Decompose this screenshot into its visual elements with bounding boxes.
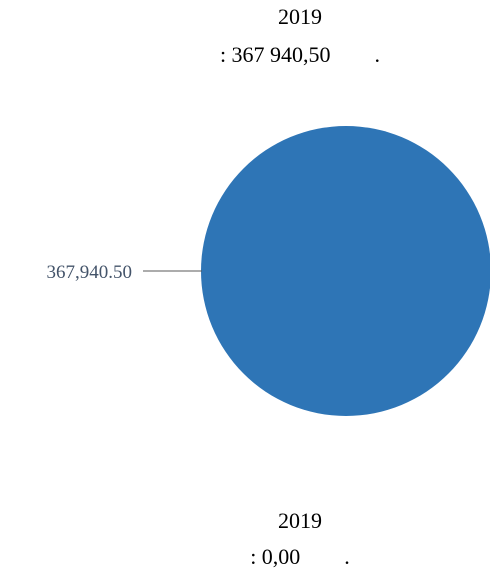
chart-2-title-line-1: 2019 xyxy=(278,508,322,533)
chart-1-title-line-2: : 367 940,50 . xyxy=(219,42,381,67)
slice-data-label: 367,940.50 xyxy=(47,262,133,283)
pie-slices xyxy=(201,126,490,416)
chart-2-title-line-2: : 0,00 . xyxy=(250,544,350,569)
chart-1-title-line-1: 2019 xyxy=(278,4,322,29)
pie-slice-1 xyxy=(201,126,490,416)
